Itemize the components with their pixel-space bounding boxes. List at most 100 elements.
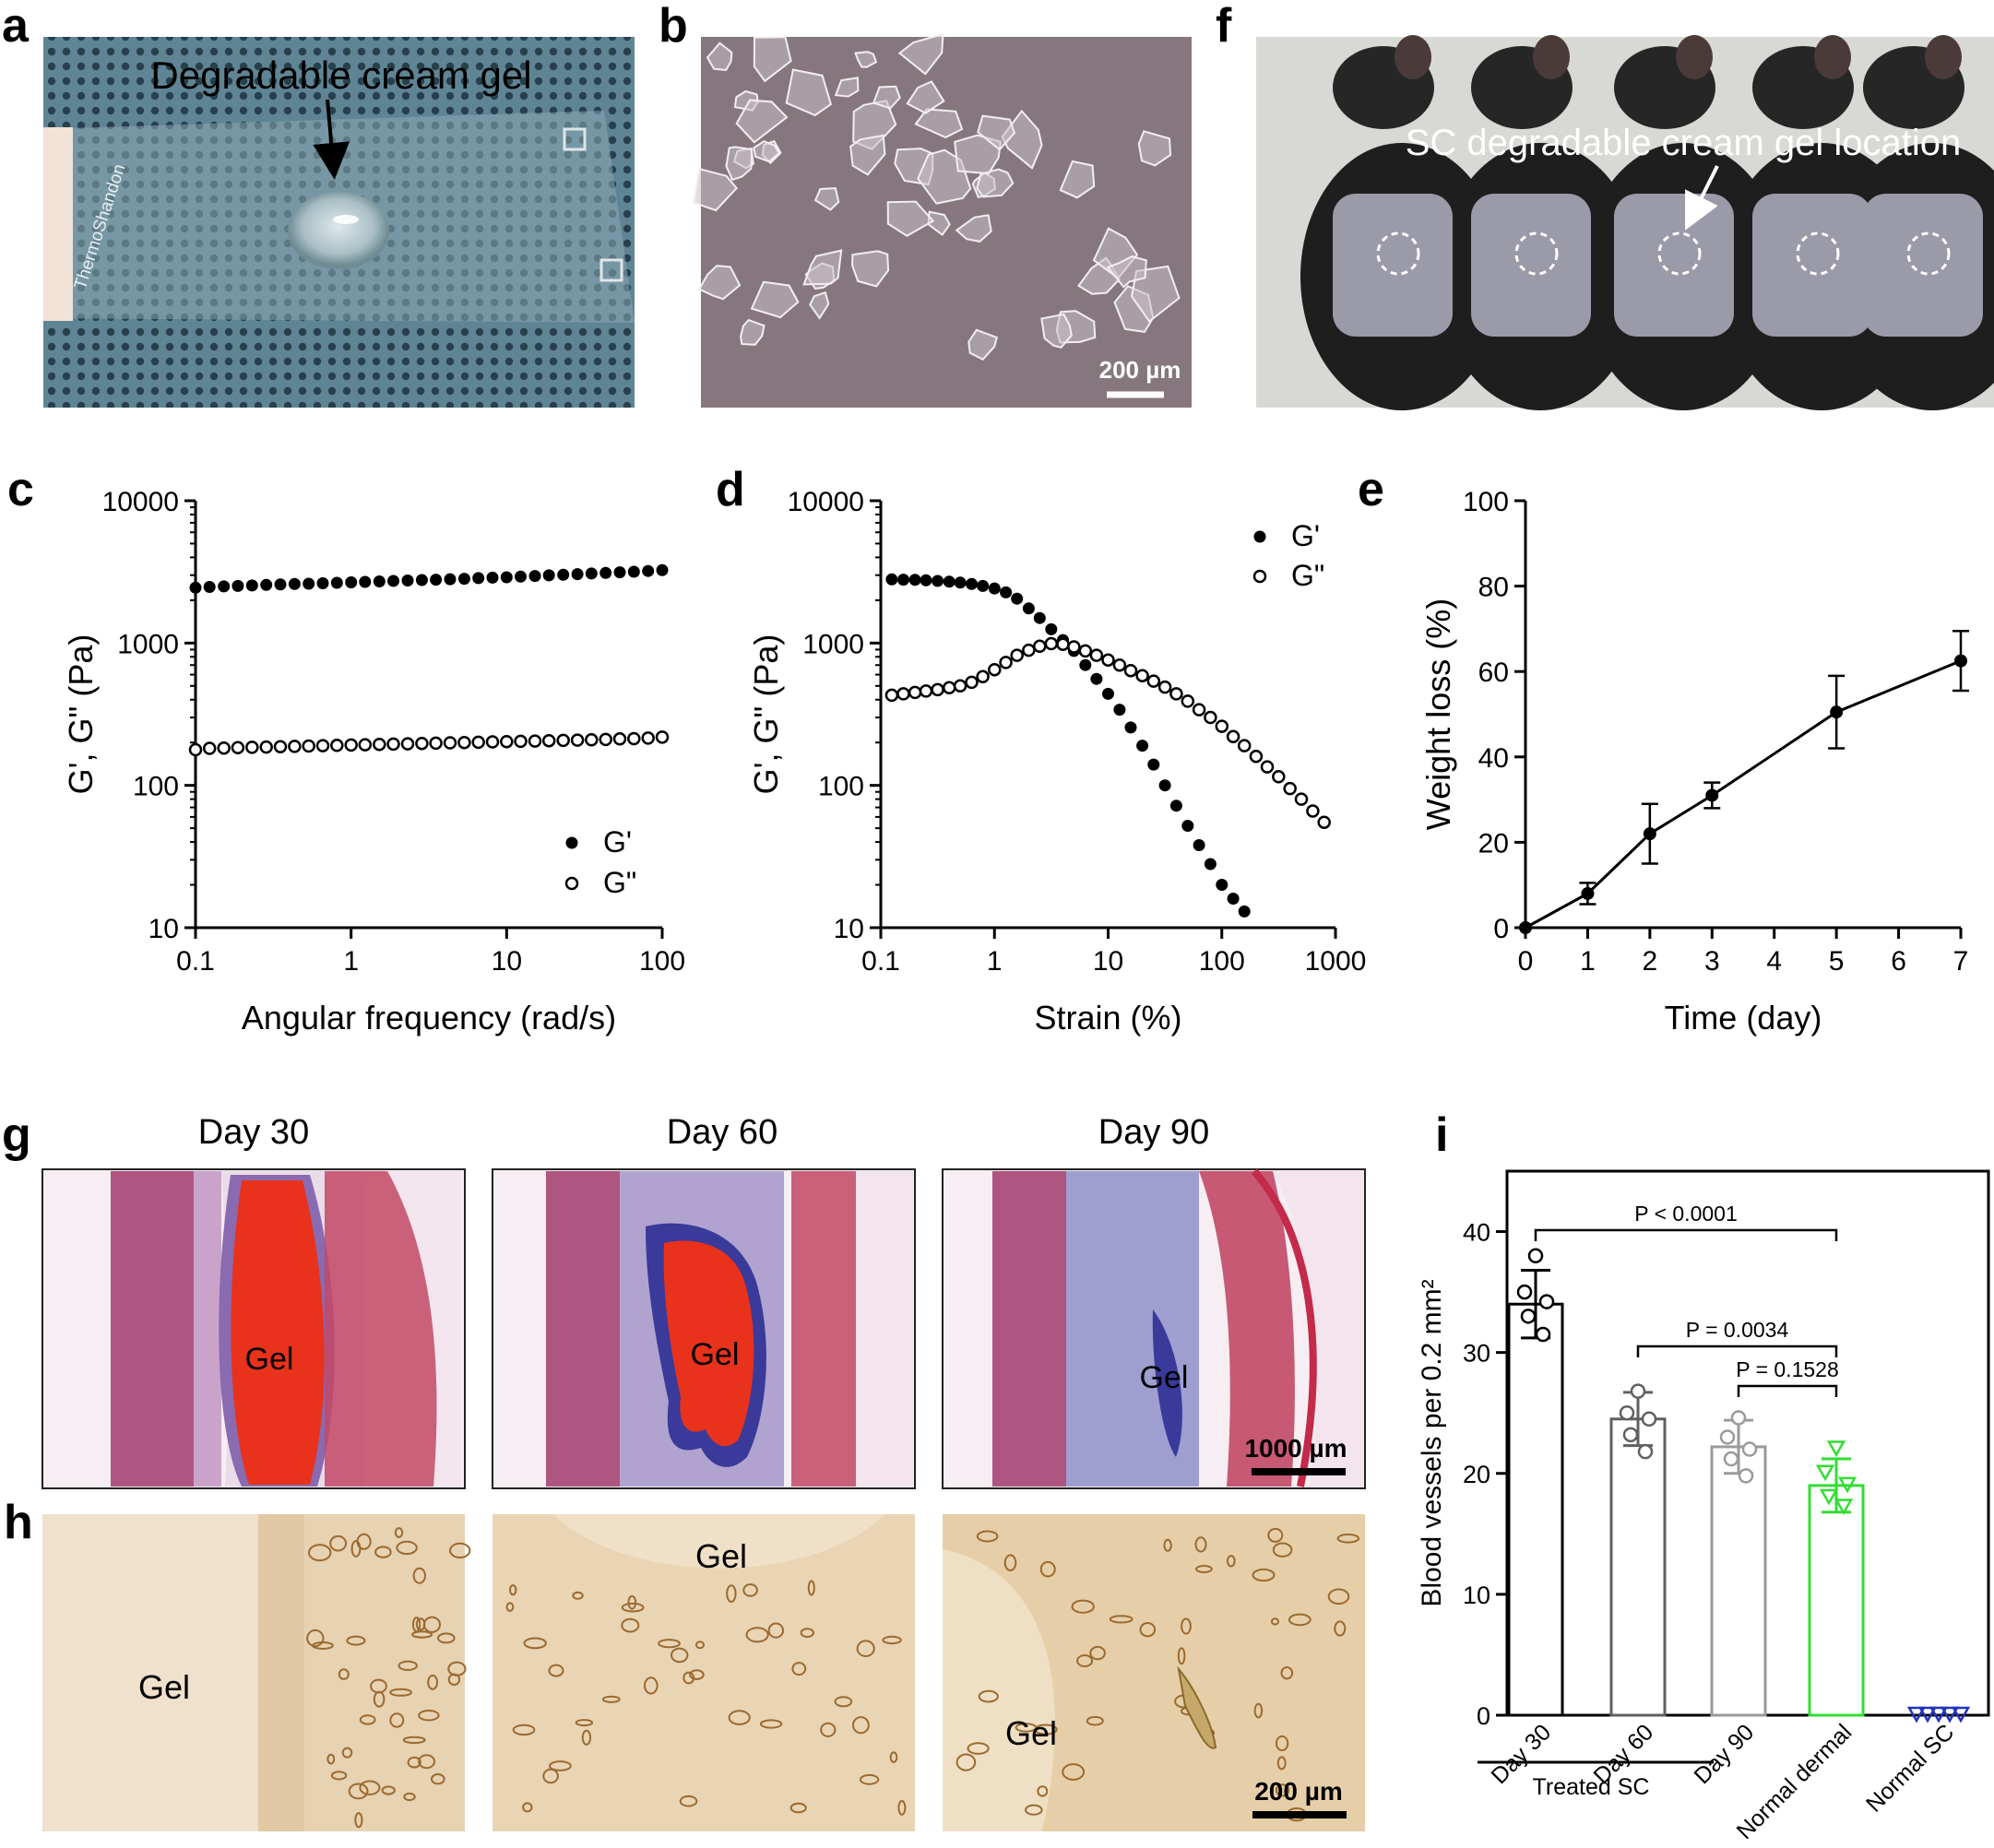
vessel-stain — [354, 1812, 363, 1829]
g-double-prime-point — [202, 741, 217, 755]
histology-day60: Gel — [492, 1168, 916, 1489]
g-double-prime-point — [1272, 770, 1286, 784]
day30-gel-label: Gel — [245, 1342, 294, 1377]
shaved-patch — [1471, 194, 1591, 337]
vessel-stain — [897, 1800, 907, 1816]
gel-particle — [1131, 265, 1181, 323]
vessel-stain — [1062, 1763, 1086, 1781]
g-double-prime-point — [1056, 637, 1070, 651]
gel-particle — [725, 146, 754, 182]
y-tick-label: 40 — [1478, 743, 1509, 774]
g-double-prime-point — [415, 736, 429, 751]
gel-particle — [1106, 255, 1147, 289]
vessel-stain — [418, 1710, 440, 1722]
vessel-stain — [807, 1580, 815, 1596]
g-prime-point — [359, 575, 372, 588]
g-prime-point — [642, 564, 655, 577]
data-point — [1719, 1429, 1736, 1445]
gel-particle — [834, 77, 860, 98]
panel-b-scale-label: 200 µm — [1099, 356, 1181, 384]
vessel-stain — [418, 1754, 436, 1770]
gel-particle — [967, 328, 998, 361]
vessel-stain — [1270, 1617, 1280, 1626]
g-prime-point — [1124, 721, 1137, 734]
g-prime-point — [1158, 779, 1171, 792]
ihc-day60: Gel — [493, 1514, 915, 1831]
y-tick-label: 100 — [818, 772, 864, 802]
vessel-stain — [856, 1640, 875, 1657]
vessel-stain — [976, 1530, 999, 1543]
g-prime-point — [1090, 672, 1103, 685]
g-double-prime-point — [908, 685, 922, 700]
gel-particle — [976, 168, 1015, 198]
gel-location-circle — [1906, 231, 1951, 276]
vessel-stain — [1071, 1599, 1095, 1614]
vessel-stain — [1252, 1568, 1276, 1582]
g-prime-point — [627, 565, 640, 578]
y-tick-label: 10 — [834, 914, 864, 944]
x-tick-label: 7 — [1953, 946, 1969, 977]
vessel-stain — [402, 1735, 426, 1745]
day30-title: Day 30 — [198, 1113, 309, 1152]
panel-e-letter: e — [1358, 463, 1384, 516]
g-double-prime-point — [641, 731, 655, 745]
y-tick-label: 1000 — [117, 629, 179, 659]
g-prime-point — [656, 563, 669, 576]
shaved-patch — [1752, 194, 1872, 337]
vessel-stain — [1003, 1554, 1017, 1571]
vessel-stain — [1025, 1804, 1043, 1816]
g-prime-point — [1102, 687, 1114, 700]
g-double-prime-point — [1204, 710, 1217, 725]
y-axis-label: G', G" (Pa) — [62, 634, 100, 795]
vessel-stain — [791, 1662, 807, 1676]
vessel-stain — [330, 1771, 348, 1781]
g-double-prime-point — [471, 735, 485, 750]
vessel-stain — [882, 1635, 902, 1645]
vessel-stain — [1034, 1724, 1058, 1735]
vessel-stain — [789, 1802, 807, 1814]
vessel-stain — [306, 1629, 325, 1648]
vessel-stain — [679, 1795, 698, 1807]
g-prime-point — [932, 575, 944, 587]
g-double-prime-point — [386, 737, 400, 752]
bar — [1710, 1445, 1767, 1717]
significance-bracket — [1737, 1384, 1838, 1397]
gel-droplet — [288, 192, 389, 269]
y-tick-label: 0 — [1477, 1702, 1490, 1730]
g-prime-point — [571, 568, 584, 581]
vessel-stain — [1276, 1756, 1287, 1771]
data-point — [1519, 921, 1532, 934]
g-prime-point — [1147, 758, 1160, 771]
g-double-prime-point — [942, 681, 956, 695]
gel-particle — [1040, 313, 1073, 349]
g-double-prime-point — [231, 740, 245, 755]
p-value-label: P = 0.1528 — [1736, 1357, 1839, 1381]
gel-particle — [802, 249, 843, 286]
panel-b-letter: b — [659, 0, 688, 53]
g-double-prime-point — [457, 735, 471, 750]
g-prime-point — [585, 567, 598, 580]
panel-f-arrow — [1685, 165, 1719, 231]
g-double-prime-point — [1249, 749, 1264, 764]
g-double-prime-point — [514, 734, 528, 749]
vessel-stain — [728, 1710, 751, 1725]
vessel-stain — [1194, 1536, 1207, 1553]
vessel-stain — [745, 1627, 769, 1643]
g-double-prime-point — [1294, 792, 1309, 806]
vessel-stain — [549, 1760, 572, 1771]
vessel-stain — [1226, 1555, 1236, 1568]
x-tick-label: 1 — [987, 946, 1003, 977]
g-prime-point — [1011, 592, 1024, 605]
y-tick-label: 30 — [1463, 1340, 1490, 1368]
g-prime-point — [977, 579, 990, 592]
g-double-prime-point — [627, 731, 641, 746]
gel-particle — [739, 318, 766, 346]
gel-particle — [849, 134, 886, 176]
vessel-stain — [431, 1773, 445, 1785]
data-point — [1641, 1411, 1657, 1427]
g-prime-point — [387, 575, 399, 587]
vessel-stain — [308, 1544, 332, 1562]
data-point — [1622, 1427, 1639, 1443]
data-point — [1520, 1309, 1537, 1324]
vessel-stain — [671, 1647, 689, 1664]
